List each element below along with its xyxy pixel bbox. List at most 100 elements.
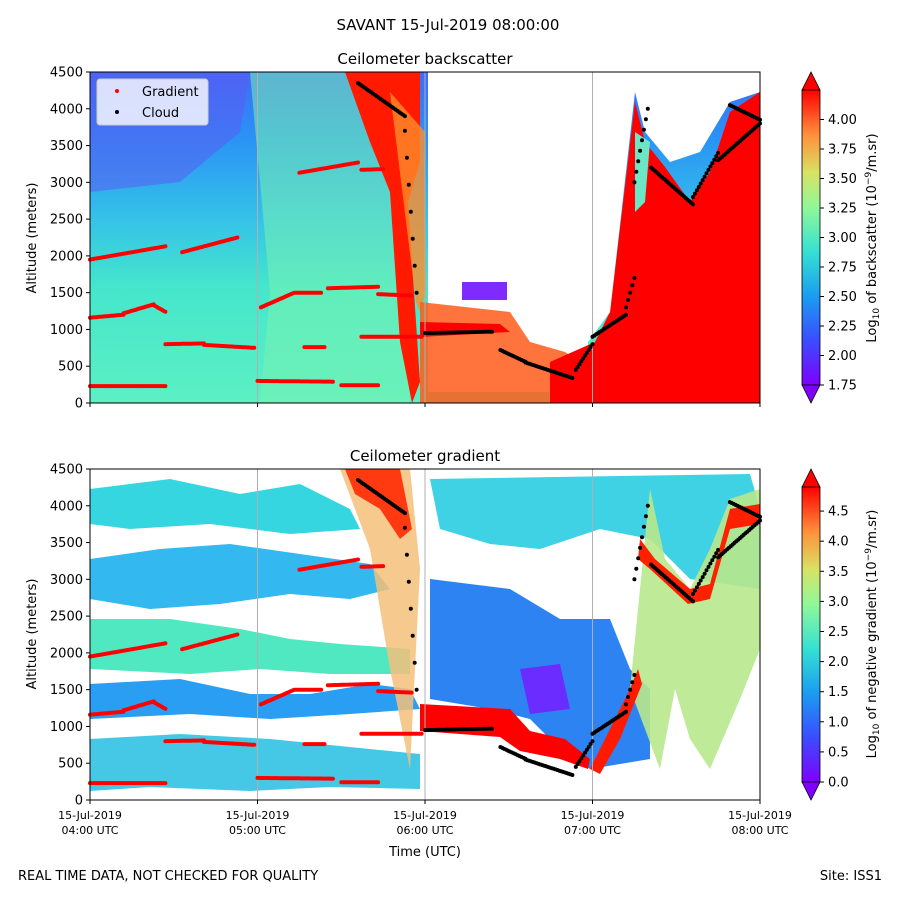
cloud-point bbox=[694, 188, 699, 193]
cloud-point bbox=[584, 350, 589, 355]
cloud-point bbox=[402, 525, 407, 530]
gradient-purple-spot bbox=[520, 664, 570, 714]
y-tick-label: 500 bbox=[58, 360, 83, 375]
colorbar-tick-label: 4.0 bbox=[828, 535, 849, 550]
backscatter-title: Ceilometer backscatter bbox=[337, 50, 513, 68]
cloud-point bbox=[573, 764, 578, 769]
cloud-point bbox=[692, 191, 697, 196]
cloud-point bbox=[710, 161, 715, 166]
gradient-blue-low bbox=[90, 679, 420, 719]
x-tick-date: 15-Jul-2019 bbox=[58, 809, 122, 822]
gradient-colorbar-label-main: Log bbox=[865, 735, 880, 758]
cloud-point bbox=[640, 535, 644, 540]
y-tick-label: 0 bbox=[75, 794, 83, 809]
cloud-point bbox=[402, 128, 407, 133]
cloud-point bbox=[406, 579, 411, 584]
cloud-point bbox=[645, 503, 650, 508]
cloud-point bbox=[583, 353, 588, 358]
x-tick-time: 06:00 UTC bbox=[396, 824, 453, 837]
x-tick-time: 07:00 UTC bbox=[564, 824, 621, 837]
colorbar-tick-label: 2.50 bbox=[828, 290, 857, 305]
gradient-cyan-upper bbox=[90, 479, 360, 534]
gradient-point bbox=[376, 284, 381, 289]
backscatter-purple-patch bbox=[462, 282, 507, 300]
backscatter-orange-fringe bbox=[390, 92, 426, 312]
cloud-point bbox=[581, 356, 586, 361]
gradient-point bbox=[330, 379, 335, 384]
cloud-point bbox=[490, 726, 494, 731]
gradient-point bbox=[376, 681, 381, 686]
y-tick-label: 1000 bbox=[50, 720, 83, 735]
legend-gradient-marker bbox=[115, 89, 119, 93]
cloud-point bbox=[698, 181, 703, 186]
y-tick-label: 1500 bbox=[50, 683, 83, 698]
colorbar-tick-label: 3.00 bbox=[828, 231, 857, 246]
cloud-point bbox=[714, 154, 719, 159]
gradient-point bbox=[322, 345, 327, 350]
colorbar-tick-label: 4.00 bbox=[828, 113, 857, 128]
colorbar-tick-label: 3.5 bbox=[828, 565, 849, 580]
cloud-point bbox=[402, 511, 407, 516]
cloud-point bbox=[412, 660, 417, 665]
gradient-point bbox=[163, 244, 168, 249]
gradient-point bbox=[163, 641, 168, 646]
cloud-point bbox=[643, 514, 648, 519]
y-tick-label: 1500 bbox=[50, 286, 83, 301]
cloud-point bbox=[624, 312, 628, 317]
cloud-point bbox=[624, 709, 628, 714]
gradient-point bbox=[356, 557, 360, 562]
cloud-point bbox=[590, 739, 595, 744]
gradient-blue-bottom bbox=[90, 734, 420, 791]
cloud-point bbox=[628, 687, 633, 692]
colorbar-tick-label: 2.0 bbox=[828, 655, 849, 670]
cloud-point bbox=[408, 209, 413, 214]
cloud-point bbox=[570, 376, 575, 380]
cloud-point bbox=[691, 195, 695, 199]
cloud-point bbox=[406, 182, 411, 187]
y-tick-label: 2500 bbox=[50, 213, 83, 228]
gradient-point bbox=[163, 781, 168, 786]
y-tick-label: 3000 bbox=[50, 573, 83, 588]
gradient-red-top-left bbox=[345, 469, 412, 539]
x-tick-time: 08:00 UTC bbox=[731, 824, 788, 837]
gradient-colorbar-top-arrow bbox=[801, 468, 821, 488]
cloud-point bbox=[643, 117, 648, 122]
figure-suptitle: SAVANT 15-Jul-2019 08:00:00 bbox=[337, 16, 560, 34]
cloud-point bbox=[712, 157, 717, 162]
cloud-point bbox=[641, 127, 646, 132]
cloud-point bbox=[632, 577, 637, 582]
colorbar-tick-label: 3.50 bbox=[828, 172, 857, 187]
cloud-point bbox=[577, 759, 582, 764]
gradient-ylabel: Altitude (meters) bbox=[25, 579, 40, 690]
backscatter-colorbar-label: Log10 of backscatter (10−9/m.sr) bbox=[864, 133, 882, 342]
cloud-point bbox=[706, 564, 711, 569]
cloud-point bbox=[630, 283, 635, 288]
gradient-panel: Ceilometer gradient 0 500 1000 1500 2000 2500… bbox=[25, 447, 882, 860]
gradient-point bbox=[409, 690, 414, 695]
cloud-point bbox=[412, 263, 417, 268]
gradient-green-mid bbox=[90, 619, 410, 674]
backscatter-ylabel: Altitude (meters) bbox=[25, 183, 40, 294]
gradient-point bbox=[163, 706, 168, 711]
x-axis-label: Time (UTC) bbox=[388, 845, 461, 860]
cloud-point bbox=[638, 148, 643, 153]
gradient-colorbar-bottom-arrow bbox=[801, 781, 821, 801]
gradient-x-ticks: 15-Jul-2019 04:00 UTC 15-Jul-2019 05:00 UTC… bbox=[58, 800, 792, 837]
cloud-point bbox=[716, 547, 721, 552]
cloud-point bbox=[408, 606, 413, 611]
cloud-point bbox=[632, 180, 637, 185]
backscatter-colorbar-ticks: 1.75 2.00 2.25 2.50 2.75 3.00 3.25 3.50 3.75 4.00 bbox=[820, 113, 857, 394]
footer-site: Site: ISS1 bbox=[819, 869, 882, 884]
y-tick-label: 4000 bbox=[50, 102, 83, 117]
y-tick-label: 3000 bbox=[50, 176, 83, 191]
cloud-point bbox=[577, 362, 582, 367]
gradient-point bbox=[163, 384, 168, 389]
cloud-point bbox=[626, 298, 631, 302]
y-tick-label: 2000 bbox=[50, 249, 83, 264]
y-tick-label: 0 bbox=[75, 397, 83, 412]
y-tick-label: 2500 bbox=[50, 610, 83, 625]
cloud-point bbox=[573, 367, 578, 372]
cloud-point bbox=[586, 744, 591, 749]
colorbar-tick-label: 1.5 bbox=[828, 685, 849, 700]
cloud-point bbox=[700, 575, 705, 580]
